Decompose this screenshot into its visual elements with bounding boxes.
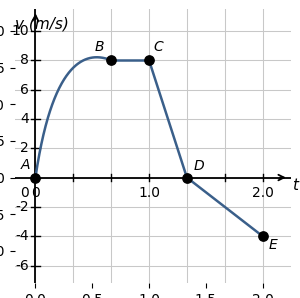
Text: 10: 10 <box>11 24 28 38</box>
Point <box>184 175 189 180</box>
Text: t (s): t (s) <box>293 177 300 193</box>
Text: C: C <box>154 41 163 55</box>
Text: -6: -6 <box>15 258 28 272</box>
Text: 1.0: 1.0 <box>138 186 160 200</box>
Text: -2: -2 <box>15 200 28 214</box>
Text: v (m/s): v (m/s) <box>15 16 69 31</box>
Point <box>109 58 114 63</box>
Text: 0: 0 <box>20 186 28 200</box>
Point <box>33 175 38 180</box>
Text: D: D <box>194 159 204 173</box>
Point <box>147 58 152 63</box>
Text: A: A <box>21 158 30 172</box>
Point <box>260 234 265 239</box>
Text: 4: 4 <box>20 112 28 126</box>
Text: 8: 8 <box>20 53 28 67</box>
Text: E: E <box>268 238 277 252</box>
Text: B: B <box>94 41 104 55</box>
Text: -4: -4 <box>15 229 28 243</box>
Text: 2.0: 2.0 <box>252 186 274 200</box>
Text: 6: 6 <box>20 83 28 97</box>
Text: 0: 0 <box>31 186 40 200</box>
Text: 2: 2 <box>20 141 28 155</box>
